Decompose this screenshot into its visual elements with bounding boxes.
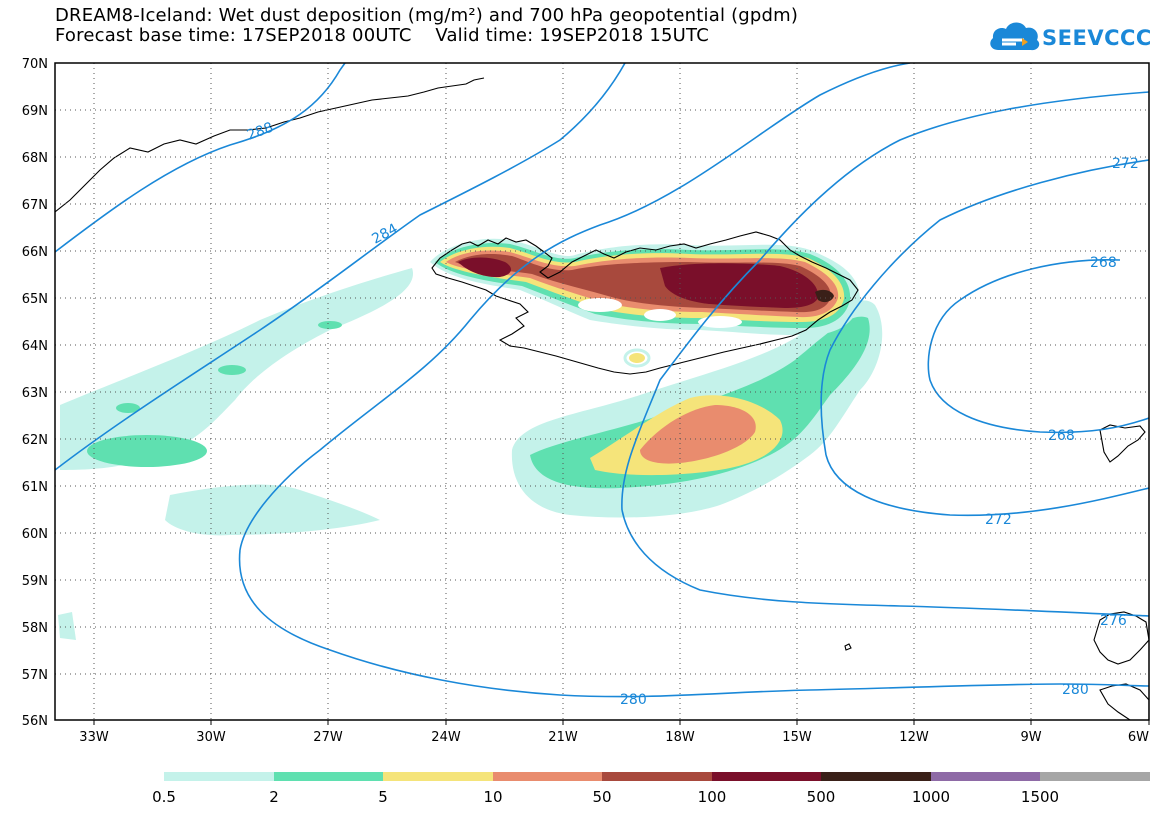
contour-label: 280	[620, 692, 647, 708]
dust-area-iceland-maroon-west	[458, 257, 512, 278]
dust-free-inland-1	[578, 298, 622, 312]
lon-label: 18W	[665, 730, 695, 745]
dust-spot-yellow	[629, 353, 645, 363]
lat-label: 58N	[22, 621, 48, 636]
contour-272b	[825, 454, 1149, 517]
dust-area-west-light-2	[165, 484, 380, 536]
colorbar-swatch	[602, 772, 712, 781]
lon-label: 30W	[196, 730, 226, 745]
lat-label: 64N	[22, 339, 48, 354]
dust-area-iceland-dark	[815, 289, 834, 303]
lon-label: 27W	[313, 730, 343, 745]
shetland-coast	[1099, 424, 1146, 463]
contour-label: 268	[1090, 255, 1117, 271]
colorbar-label: 5	[378, 788, 388, 806]
contour-272	[820, 159, 1149, 456]
faroe-islands-coast	[844, 643, 852, 651]
colorbar-swatch	[274, 772, 383, 781]
dust-area-west-green-3	[218, 365, 246, 375]
contour-276	[621, 91, 1149, 511]
axis-ticks	[93, 720, 1150, 725]
lon-label: 33W	[79, 730, 109, 745]
colorbar-label: 10	[483, 788, 503, 806]
colorbar-label: 1000	[911, 788, 951, 806]
lon-label: 6W	[1128, 730, 1149, 745]
chart-title: DREAM8-Iceland: Wet dust deposition (mg/…	[55, 5, 799, 26]
lat-label: 60N	[22, 527, 48, 542]
seevccc-logo: SEEVCCC	[986, 14, 1151, 62]
lat-label: 66N	[22, 245, 48, 260]
contour-label: 284	[369, 221, 400, 248]
colorbar-label: 500	[806, 788, 836, 806]
colorbar-swatch	[712, 772, 821, 781]
lon-label: 12W	[899, 730, 929, 745]
colorbar-label: 2	[269, 788, 279, 806]
dust-spot-light	[623, 348, 651, 368]
chart-subtitle: Forecast base time: 17SEP2018 00UTC Vali…	[55, 25, 709, 46]
dust-deposition-field	[58, 238, 883, 640]
contour-276b	[621, 509, 1149, 617]
lon-label: 9W	[1020, 730, 1041, 745]
colorbar-label: 1500	[1020, 788, 1060, 806]
norway-coast	[1093, 611, 1149, 665]
lat-label: 61N	[22, 480, 48, 495]
contour-288	[55, 63, 346, 253]
colorbar-label: 50	[592, 788, 612, 806]
geopotential-contours	[55, 63, 1149, 698]
iceland-coastline	[431, 231, 859, 375]
dust-free-inland-2	[644, 309, 676, 321]
lat-label: 67N	[22, 198, 48, 213]
cloud-icon	[990, 22, 1040, 51]
longitude-labels: 33W 30W 27W 24W 21W 18W 15W 12W 9W 6W	[79, 730, 1149, 745]
logo-text: SEEVCCC	[1042, 26, 1152, 50]
lat-label: 63N	[22, 386, 48, 401]
colorbar-label: 100	[697, 788, 727, 806]
colorbar-swatch	[1040, 772, 1150, 781]
dust-area-southwest-light	[58, 612, 76, 640]
plot-frame	[54, 62, 1150, 721]
colorbar-swatch	[383, 772, 493, 781]
dust-area-iceland-maroon	[660, 263, 819, 308]
lon-label: 15W	[782, 730, 812, 745]
contour-label: 288	[245, 120, 276, 144]
contour-284	[55, 63, 626, 471]
contour-268	[927, 259, 1149, 434]
colorbar-label: 0.5	[152, 788, 176, 806]
colorbar-swatch	[821, 772, 931, 781]
dust-area-south-orange	[640, 405, 756, 464]
colorbar-swatch	[164, 772, 274, 781]
dust-area-west-green-1	[87, 435, 207, 467]
lat-label: 56N	[22, 714, 48, 729]
lon-label: 24W	[431, 730, 461, 745]
lat-label: 62N	[22, 433, 48, 448]
contour-label: 280	[1062, 682, 1089, 698]
lat-label: 57N	[22, 668, 48, 683]
contour-label: 272	[1112, 156, 1139, 172]
lat-label: 69N	[22, 104, 48, 119]
lon-label: 21W	[548, 730, 578, 745]
dust-area-west-green-2	[116, 403, 140, 413]
lat-label: 59N	[22, 574, 48, 589]
contour-label: 276	[1100, 613, 1127, 629]
dust-free-inland-3	[698, 316, 742, 328]
lat-label: 68N	[22, 151, 48, 166]
colorbar-swatch	[493, 772, 602, 781]
contour-label: 268	[1048, 428, 1075, 444]
colorbar	[164, 772, 1150, 781]
greenland-coastline-east	[55, 77, 485, 213]
lat-label: 70N	[22, 57, 48, 72]
scotland-coast	[1099, 683, 1149, 720]
colorbar-swatch	[931, 772, 1040, 781]
contour-280b	[238, 549, 1149, 698]
contour-label: 272	[985, 512, 1012, 528]
dust-area-west-green-4	[318, 321, 342, 329]
contour-280	[239, 63, 911, 551]
lat-label: 65N	[22, 292, 48, 307]
latitude-labels: 56N 57N 58N 59N 60N 61N 62N 63N 64N 65N …	[22, 57, 48, 729]
